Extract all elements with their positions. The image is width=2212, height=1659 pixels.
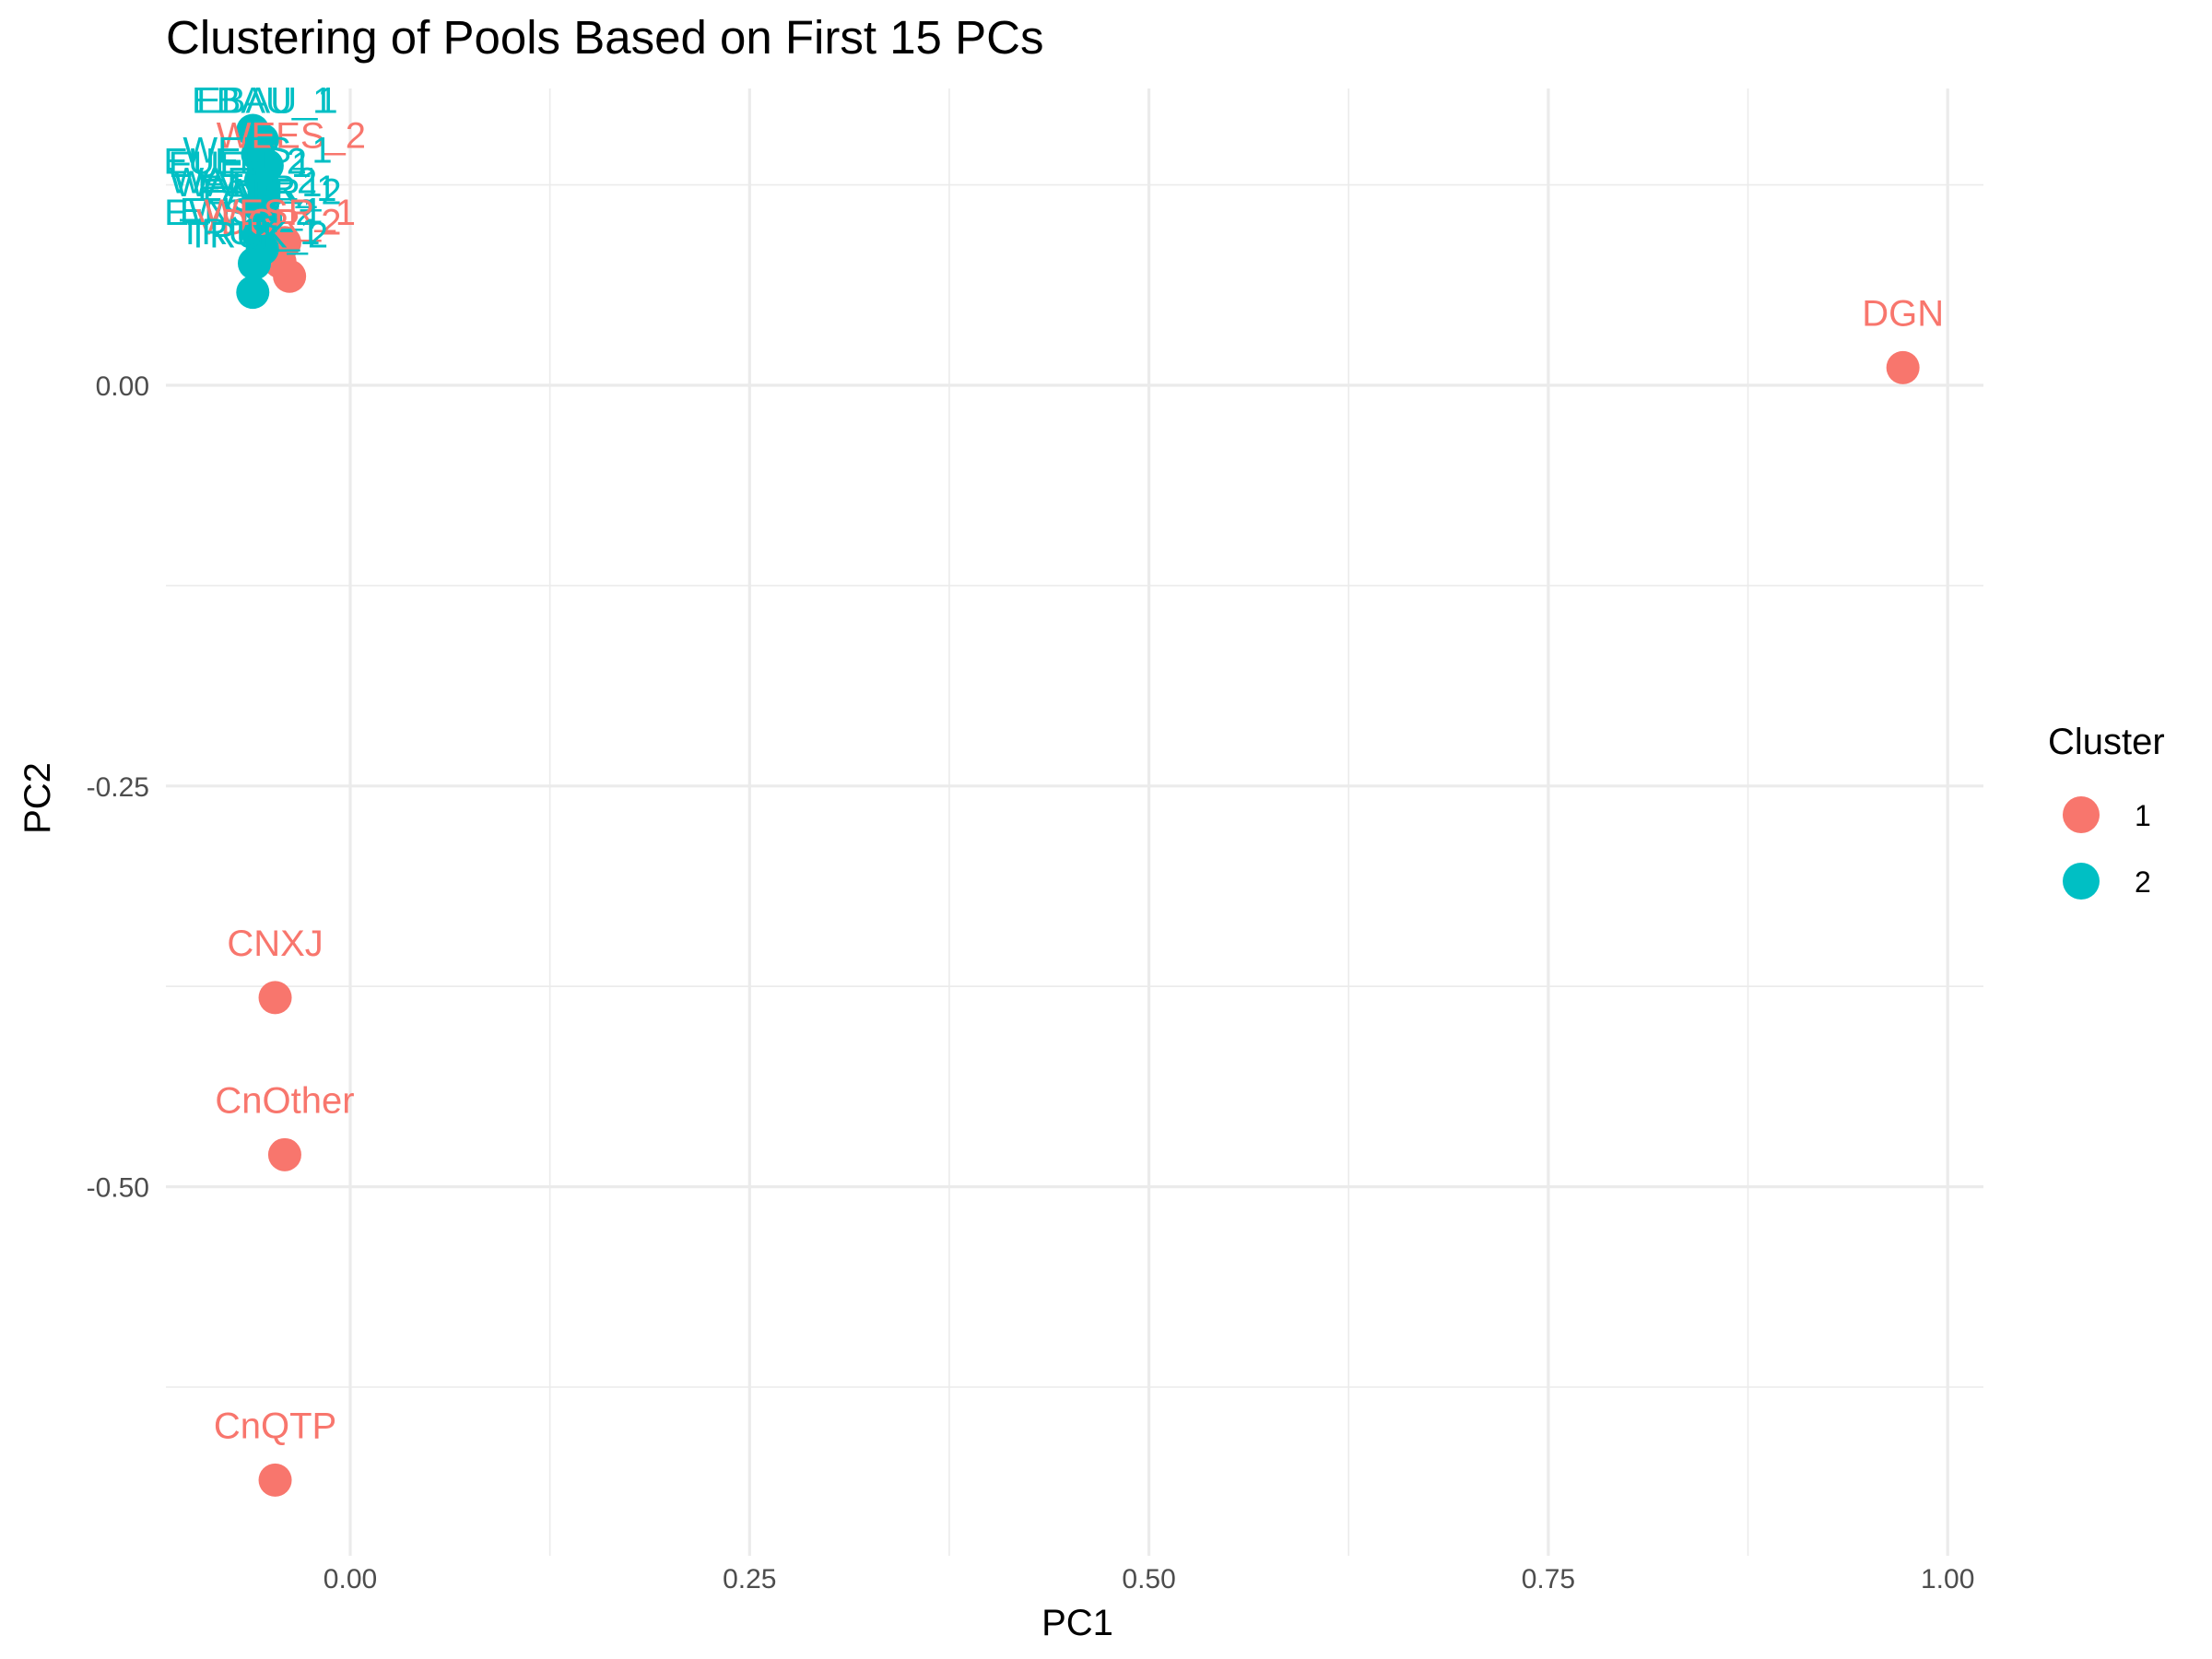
point-label: VDCR_2	[196, 203, 342, 243]
y-axis-title: PC2	[18, 762, 58, 834]
x-axis-title: PC1	[1041, 1603, 1113, 1643]
legend-label: 1	[2135, 799, 2151, 832]
y-tick-label: -0.25	[87, 772, 149, 803]
point-label: WAFR_1	[174, 164, 323, 205]
data-point	[236, 113, 270, 147]
x-tick-label: 0.25	[723, 1564, 776, 1594]
point-label: EBAU_1	[196, 80, 337, 121]
point-label: WEES_1	[182, 130, 332, 171]
legend-key	[2063, 796, 2100, 833]
point-label: CNXJ	[227, 924, 323, 964]
point-label: EAFR_2	[202, 171, 341, 212]
data-point	[236, 276, 270, 310]
x-tick-label: 1.00	[1921, 1564, 1974, 1594]
data-point	[258, 1463, 292, 1497]
point-label: EBAU_1	[192, 80, 333, 121]
data-point	[267, 1137, 301, 1171]
y-tick-label: -0.50	[87, 1173, 149, 1204]
point-label: WESR_1	[204, 193, 356, 233]
x-tick-label: 0.00	[324, 1564, 377, 1594]
x-tick-label: 0.75	[1522, 1564, 1575, 1594]
point-label: CnOther	[215, 1081, 354, 1122]
point-label: EUEN_2	[163, 141, 307, 182]
chart-title: Clustering of Pools Based on First 15 PC…	[166, 11, 1043, 64]
point-labels: EBAU_1EBAU_1WEES_2WEES_1EUEN_2EUEN_1WAFR…	[163, 80, 1944, 1446]
y-tick-label: 0.00	[96, 371, 149, 402]
legend-label: 2	[2135, 865, 2151, 899]
legend: Cluster 1 2	[2048, 722, 2165, 900]
point-label: EUEN_1	[169, 145, 312, 185]
data-point	[1886, 350, 1920, 384]
legend-title: Cluster	[2048, 722, 2165, 762]
point-label: EWSR_2	[164, 193, 316, 233]
x-axis-ticks: 0.00 0.25 0.50 0.75 1.00	[324, 1564, 1975, 1594]
point-label: TRUK_2	[187, 215, 328, 255]
data-points	[236, 113, 1920, 1497]
point-label: TRUK_1	[179, 212, 320, 253]
point-label: ENSR_1	[180, 191, 324, 231]
y-axis-ticks: 0.00 -0.25 -0.50	[87, 371, 149, 1204]
legend-key	[2063, 863, 2100, 900]
data-point	[258, 981, 292, 1015]
point-label: CnQTP	[214, 1406, 336, 1447]
point-label: WEES_2	[217, 116, 366, 157]
plot-grid	[166, 88, 1983, 1556]
point-label: EAFR_1	[197, 169, 336, 209]
point-label: DGN	[1862, 294, 1944, 335]
point-label: WAFR_2	[169, 160, 317, 201]
x-tick-label: 0.50	[1122, 1564, 1175, 1594]
